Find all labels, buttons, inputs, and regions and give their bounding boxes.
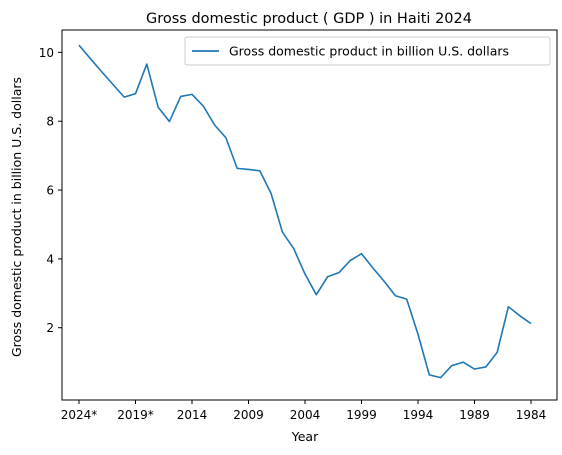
x-axis: 2024* 2019* 2014 2009 2004 1999 1994 1989 1984: [61, 400, 547, 422]
legend: Gross domestic product in billion U.S. d…: [184, 36, 551, 66]
legend-box: [184, 36, 551, 66]
y-tick-label: 4: [46, 252, 54, 266]
x-axis-label: Year: [291, 429, 319, 444]
y-tick-label: 6: [46, 184, 54, 198]
y-tick-label: 8: [46, 115, 54, 129]
gdp-series-line: [78, 44, 532, 379]
x-tick-label: 1984: [516, 408, 547, 422]
chart-title: Gross domestic product ( GDP ) in Haiti …: [146, 11, 472, 27]
y-axis-label: Gross domestic product in billion U.S. d…: [9, 77, 24, 357]
legend-label: Gross domestic product in billion U.S. d…: [229, 44, 509, 59]
x-tick-label: 2009: [233, 408, 264, 422]
y-axis: 2 4 6 8 10: [39, 46, 62, 335]
x-tick-label: 1994: [403, 408, 434, 422]
x-tick-label: 1989: [459, 408, 490, 422]
y-tick-label: 10: [39, 46, 54, 60]
x-tick-label: 2004: [290, 408, 321, 422]
x-tick-label: 2019*: [117, 408, 154, 422]
plot-frame: [61, 29, 558, 401]
y-tick-label: 2: [46, 321, 54, 335]
x-tick-label: 2024*: [61, 408, 98, 422]
x-tick-label: 1999: [346, 408, 377, 422]
plot-area: [61, 29, 558, 401]
x-tick-label: 2014: [177, 408, 208, 422]
